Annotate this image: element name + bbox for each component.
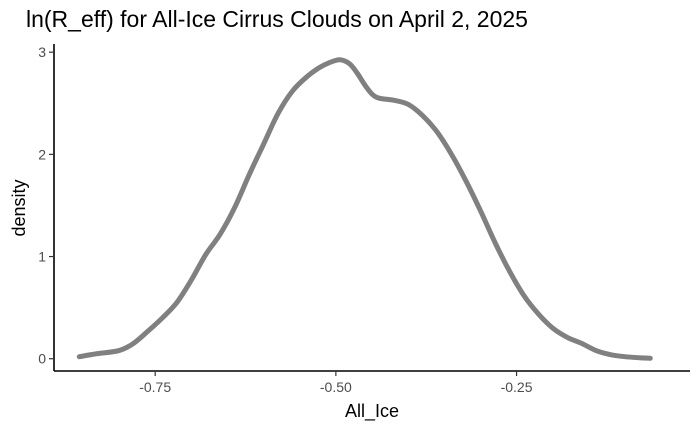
y-tick-label: 0 (38, 351, 46, 367)
y-axis-ticks: 0 1 2 3 (38, 44, 54, 367)
y-axis-title: density (9, 179, 29, 236)
y-tick-label: 3 (38, 44, 46, 60)
x-axis-title: All_Ice (345, 401, 399, 422)
x-tick-label: -0.75 (139, 379, 171, 395)
x-tick-label: -0.25 (501, 379, 533, 395)
chart-title: ln(R_eff) for All-Ice Cirrus Clouds on A… (26, 6, 528, 32)
x-tick-label: -0.50 (320, 379, 352, 395)
density-line (76, 57, 653, 361)
x-axis-ticks: -0.75 -0.50 -0.25 (139, 371, 533, 395)
y-tick-label: 1 (38, 249, 46, 265)
y-tick-label: 2 (38, 146, 46, 162)
